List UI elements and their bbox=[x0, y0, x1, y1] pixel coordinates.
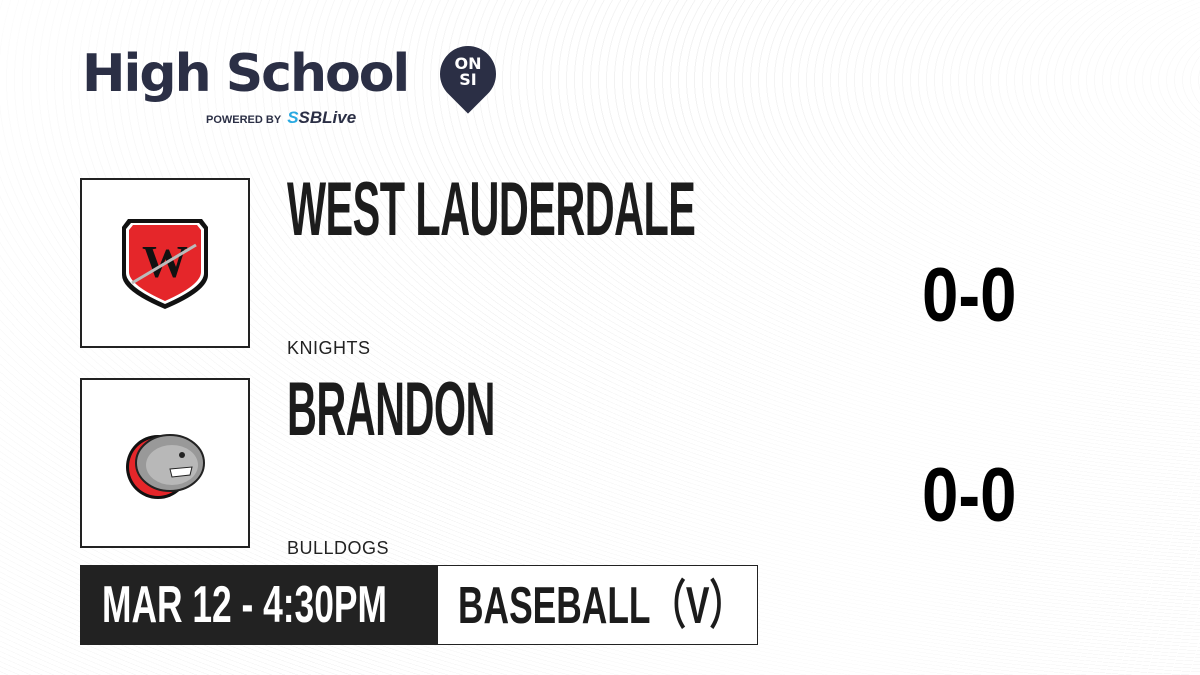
game-datetime-box: MAR 12 - 4:30PM bbox=[80, 565, 438, 645]
high-school-on-si-logo: High School ON SI POWERED BY SSBLive bbox=[82, 34, 508, 127]
team-score: 0-0 bbox=[922, 453, 1017, 538]
sport-box: BASEBALL（V） bbox=[437, 565, 758, 645]
team-name: WEST LAUDERDALE bbox=[287, 167, 696, 252]
bulldog-logo bbox=[126, 434, 205, 499]
powered-by: POWERED BY SSBLive bbox=[206, 108, 357, 127]
team-logo-west-lauderdale: W bbox=[80, 178, 250, 348]
logo-title: High School bbox=[82, 44, 410, 104]
team-mascot: KNIGHTS bbox=[287, 338, 371, 358]
sblive-logo: SSBLive bbox=[287, 108, 357, 127]
team-score: 0-0 bbox=[922, 253, 1017, 338]
shield-w-logo: W bbox=[122, 219, 208, 309]
team-mascot: BULLDOGS bbox=[287, 538, 390, 558]
on-si-badge: ON SI bbox=[454, 54, 482, 89]
team-logo-brandon bbox=[80, 378, 250, 548]
game-datetime: MAR 12 - 4:30PM bbox=[102, 576, 387, 634]
sport-label: BASEBALL（V） bbox=[458, 577, 745, 635]
team-name: BRANDON bbox=[287, 367, 495, 452]
svg-text:W: W bbox=[142, 236, 188, 287]
